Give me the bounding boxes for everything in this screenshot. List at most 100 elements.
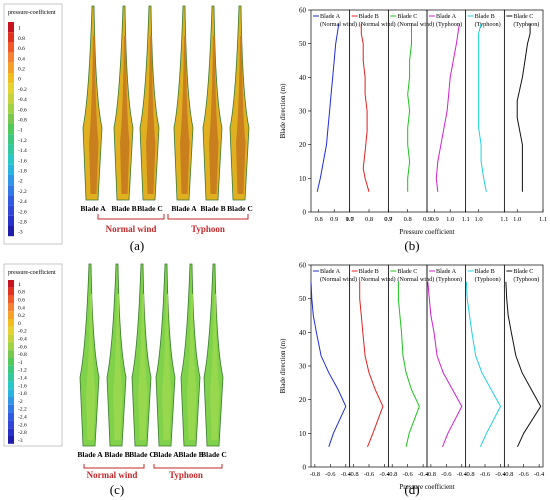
legend-tick-label: -0.8 bbox=[18, 352, 27, 358]
x-tick-label: 0.9 bbox=[384, 216, 392, 223]
legend-title-a: pressure-coefficient bbox=[8, 9, 56, 16]
blade-highlight bbox=[236, 36, 246, 194]
series-line bbox=[407, 23, 412, 192]
blade-highlight bbox=[138, 294, 148, 440]
legend-tick-label: -2.6 bbox=[18, 209, 27, 215]
legend-label: Blade A bbox=[320, 13, 341, 20]
legend-swatch bbox=[8, 144, 14, 155]
group-typhoon-label-a: Typhoon bbox=[191, 224, 225, 234]
legend-swatch bbox=[8, 62, 14, 73]
blade-label: Blade A bbox=[171, 204, 197, 213]
y-tick-label: 60 bbox=[299, 7, 307, 15]
y-tick-label: 30 bbox=[299, 363, 307, 371]
legend-label: (Normal wind) bbox=[397, 276, 434, 283]
x-tick-label: 1.1 bbox=[500, 216, 508, 223]
group-normal-label-c: Normal wind bbox=[87, 470, 138, 480]
legend-swatch bbox=[8, 326, 14, 335]
legend-label: Blade C bbox=[513, 13, 533, 20]
legend-tick-label: 0.4 bbox=[18, 305, 25, 311]
legend-swatch bbox=[8, 295, 14, 304]
legend-tick-label: -2.2 bbox=[18, 189, 27, 195]
x-tick-label: 0.8 bbox=[315, 216, 323, 223]
legend-swatch bbox=[8, 373, 14, 382]
legend-tick-label: 1 bbox=[18, 282, 21, 288]
legend-swatch bbox=[8, 381, 14, 390]
legend-swatch bbox=[8, 412, 14, 421]
y-tick-label: 30 bbox=[299, 108, 307, 116]
x-tick-label: -0.6 bbox=[441, 471, 452, 478]
legend-label: (Normal wind) bbox=[359, 276, 396, 283]
legend-label: Blade A bbox=[436, 13, 457, 20]
x-tick-label: 1.1 bbox=[539, 216, 547, 223]
x-tick-label: -0.4 bbox=[495, 471, 506, 478]
blade-highlight bbox=[86, 294, 96, 440]
x-axis-label: Pressure coefficient bbox=[399, 483, 454, 491]
blade-label: Blade C bbox=[137, 204, 163, 213]
subplot-frame bbox=[349, 264, 389, 468]
x-tick-label: -0.8 bbox=[426, 471, 436, 478]
legend-tick-label: -2.6 bbox=[18, 422, 27, 428]
blade-label: Blade B bbox=[111, 204, 136, 213]
legend-swatch bbox=[8, 93, 14, 104]
legend-tick-label: 0.6 bbox=[18, 46, 25, 52]
x-axis-label: Pressure coefficient bbox=[399, 228, 454, 236]
blade-labels-a: Blade A Blade B Blade C Blade A Blade B Blade… bbox=[80, 204, 252, 213]
blade-label: Blade A bbox=[153, 450, 179, 459]
x-tick-label: -0.8 bbox=[387, 471, 397, 478]
subplot-frame bbox=[310, 9, 351, 213]
legend-tick-label: -1.2 bbox=[18, 368, 27, 374]
series-line bbox=[310, 281, 347, 447]
subplot-frame bbox=[503, 9, 544, 213]
subplot-frame bbox=[387, 264, 428, 468]
legend-label: (Normal wind) bbox=[359, 21, 396, 28]
legend-tick-label: 0 bbox=[18, 77, 21, 83]
series-line bbox=[505, 281, 542, 448]
legend-label: Blade B bbox=[475, 268, 495, 275]
legend-tick-label: -2.2 bbox=[18, 407, 27, 413]
legend-swatch bbox=[8, 342, 14, 351]
legend-tick-label: -1 bbox=[18, 128, 23, 134]
blade-highlight bbox=[89, 36, 99, 194]
legend-tick-label: -1.4 bbox=[18, 148, 27, 154]
legend-tick-label: -0.2 bbox=[18, 329, 27, 335]
x-tick-label: -0.6 bbox=[403, 471, 414, 478]
x-tick-label: -0.6 bbox=[480, 471, 491, 478]
legend-label: Blade C bbox=[513, 268, 533, 275]
series-line bbox=[516, 23, 531, 192]
blade-highlight bbox=[187, 294, 197, 440]
y-tick-label: 20 bbox=[299, 141, 307, 149]
x-tick-label: 1.0 bbox=[346, 216, 354, 223]
legend-tick-label: -1.8 bbox=[18, 391, 27, 397]
legend-swatch bbox=[8, 350, 14, 358]
legend-swatch bbox=[8, 226, 14, 237]
color-legend-a: 1 0.8 0.6 0.4 0.2 0 -0.2 -0.4 -0.6 -0.8 -1 -1.2 -1.4… bbox=[8, 22, 27, 237]
legend-tick-label: -1 bbox=[18, 360, 23, 366]
legend-swatch bbox=[8, 287, 14, 296]
x-tick-label: -0.6 bbox=[519, 471, 530, 478]
legend-label: (Typhoon) bbox=[513, 276, 539, 283]
legend-swatch bbox=[8, 113, 14, 124]
y-axis-label: Blade direction (m) bbox=[279, 338, 287, 393]
legend-label: (Normal wind) bbox=[320, 21, 357, 28]
y-axis-label: Blade direction (m) bbox=[279, 83, 287, 138]
group-typhoon-label-c: Typhoon bbox=[169, 470, 203, 480]
legend-swatch bbox=[8, 365, 14, 374]
x-tick-label: 1.0 bbox=[446, 216, 454, 223]
y-tick-label: 60 bbox=[299, 262, 307, 270]
legend-label: Blade C bbox=[397, 13, 417, 20]
x-tick-label: -0.6 bbox=[364, 471, 375, 478]
legend-title-c: pressure-coefficient bbox=[8, 269, 56, 276]
caption-b: (b) bbox=[404, 238, 420, 253]
blade-highlight bbox=[120, 36, 130, 194]
blade-label: Blade B bbox=[178, 450, 203, 459]
legend-tick-label: -0.6 bbox=[18, 344, 27, 350]
blade-label: Blade C bbox=[227, 204, 253, 213]
legend-tick-label: -2.4 bbox=[18, 199, 27, 205]
series-line bbox=[478, 23, 487, 192]
legend-tick-label: 0.4 bbox=[18, 56, 25, 62]
y-tick-label: 50 bbox=[299, 295, 307, 303]
y-tick-label: 40 bbox=[299, 329, 307, 337]
legend-label: Blade A bbox=[320, 268, 341, 275]
blade-highlight bbox=[210, 294, 220, 440]
x-tick-label: 0.7 bbox=[346, 216, 355, 223]
